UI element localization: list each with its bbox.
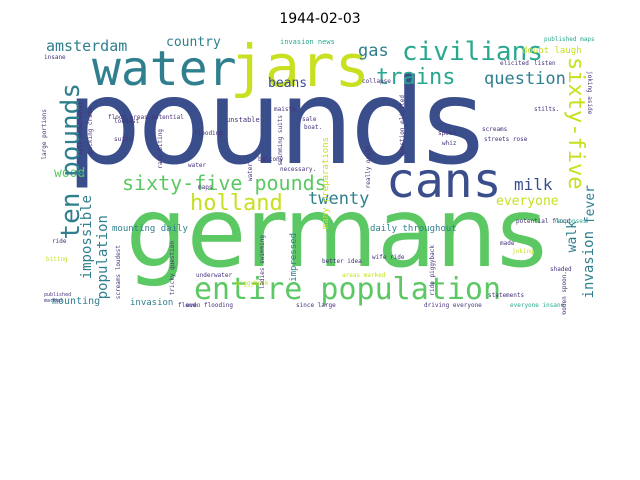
word-maps: maps <box>198 184 213 191</box>
word-potential-flood: potential flood <box>516 218 571 225</box>
word-large-portions: large portions <box>41 109 48 160</box>
word-many-preparations: many preparations <box>321 137 331 230</box>
word-wooden-spoon: wooden spoon. <box>561 271 568 315</box>
word-screams: screams <box>482 126 508 133</box>
word-really-ought: really ought <box>365 145 372 189</box>
word-walk: walk <box>565 221 580 253</box>
word-jars: jars <box>230 35 370 100</box>
word-joking-aside: joking aside <box>586 71 593 115</box>
word-balcony: balcony <box>258 156 284 163</box>
word-spoon: spoon. <box>438 130 460 137</box>
word-sale: sale <box>302 116 317 123</box>
word-population: population <box>95 215 111 300</box>
word-mounting: mounting <box>52 296 101 307</box>
word-flooding: flooding <box>194 130 223 137</box>
word-invasion: invasion <box>130 298 174 308</box>
word-holland: holland <box>190 191 283 216</box>
word-flood: flood. <box>178 302 200 309</box>
word-driving-everyone: driving everyone <box>424 302 482 309</box>
word-daily-throughout: daily throughout <box>370 224 457 234</box>
word-water-vertical: water <box>247 163 254 182</box>
word-piggyback: piggyback <box>236 280 269 287</box>
word-impressed: impressed <box>289 233 299 282</box>
word-insane: insane <box>44 54 66 61</box>
word-germans: germans <box>126 177 547 289</box>
word-areas-marked: areas marked <box>342 272 386 279</box>
word-suits: suits <box>114 136 133 143</box>
word-flood-areas-potential: flood areas potential <box>108 114 184 121</box>
word-published-maps: published maps <box>544 36 595 43</box>
word-stilts: stilts. <box>534 106 560 113</box>
word-milk: milk <box>514 175 553 194</box>
word-question: question <box>484 69 566 89</box>
word-boat: boat. <box>304 124 323 131</box>
word-twenty: twenty <box>308 189 370 209</box>
word-since-large: since large <box>296 302 336 309</box>
word-ladies-swimming: ladies swimming <box>259 235 266 290</box>
word-necessary: necessary. <box>280 166 317 173</box>
word-sixty-five-vertical: sixty-five <box>563 57 588 190</box>
word-streets-rose: streets rose <box>484 136 528 143</box>
word-country: country <box>166 35 221 50</box>
word-joking: joking <box>512 248 534 255</box>
word-invasion-news: invasion news <box>280 38 335 46</box>
word-gas: gas <box>358 41 389 61</box>
word-shaded: shaded <box>550 266 572 273</box>
word-collapse: collapse <box>362 78 391 85</box>
word-maists: maists <box>274 106 296 113</box>
word-everyone-insane: everyone insane <box>510 302 565 309</box>
word-elicited: elicited <box>500 60 529 67</box>
word-packing-crate: packing crate <box>87 107 94 154</box>
word-doubt-laugh: doubt laugh <box>522 46 582 56</box>
word-better-idea: better idea <box>322 258 362 265</box>
word-water: water <box>92 41 237 97</box>
word-invasion-vertical: invasion <box>581 231 597 299</box>
word-amsterdam: amsterdam <box>46 37 128 55</box>
word-wood: wood <box>54 166 86 181</box>
word-unstable: unstable <box>226 116 260 124</box>
word-biting: biting <box>46 256 68 263</box>
word-even-flooding: even flooding <box>186 302 233 309</box>
word-swimming-suits: swimming suits <box>277 115 284 166</box>
word-responses: responses <box>554 218 587 225</box>
word-question-elicited: question elicited <box>399 95 406 157</box>
word-civilians: civilians <box>402 37 543 67</box>
word-entire-population: entire population <box>194 272 502 307</box>
word-trains: trains <box>376 65 456 90</box>
word-cans: cans <box>386 153 502 209</box>
word-impossible: impossible <box>79 195 95 280</box>
word-wife-ride: wife ride <box>372 254 405 261</box>
word-marked: marked <box>44 298 63 304</box>
word-beans: beans <box>268 76 308 91</box>
word-ride-piggyback: ride piggyback <box>429 245 436 296</box>
word-underwater: underwater <box>196 272 233 279</box>
figure-title: 1944-02-03 <box>279 11 361 27</box>
word-everyone: everyone <box>496 194 559 209</box>
word-screams-loudest: screams loudest <box>115 245 122 300</box>
word-fever: fever <box>583 185 598 225</box>
word-rats-biting: rats biting <box>157 129 164 169</box>
word-loudest: loudest <box>114 118 140 125</box>
word-tricky-question: tricky question <box>169 241 176 296</box>
word-sixty-five-pounds: sixty-five pounds <box>122 171 327 195</box>
word-water-small: water <box>188 162 207 169</box>
word-whiz: whiz <box>442 140 457 147</box>
word-made: made <box>500 240 515 247</box>
word-sale-underwater: sale underwater <box>77 101 84 156</box>
word-listen: listen <box>534 60 556 67</box>
word-cloud: pounds germans water jars cans entire po… <box>40 35 600 315</box>
word-pounds: pounds <box>66 53 484 191</box>
word-published: published <box>44 292 72 298</box>
word-mounting-daily: mounting daily <box>112 224 188 234</box>
word-statements: statements <box>488 292 525 299</box>
word-ride: ride <box>52 238 67 245</box>
